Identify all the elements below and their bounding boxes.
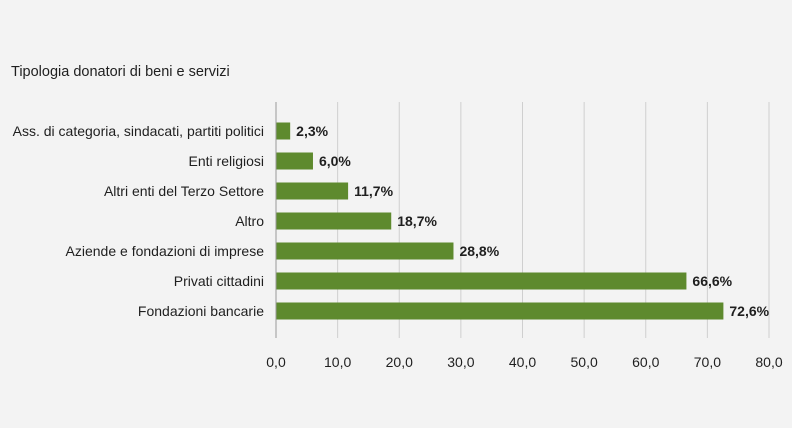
bar: [276, 272, 687, 290]
x-tick-label: 80,0: [755, 354, 782, 370]
data-label: 28,8%: [459, 243, 499, 259]
data-label: 18,7%: [397, 213, 437, 229]
data-label: 72,6%: [729, 303, 769, 319]
category-label: Altri enti del Terzo Settore: [104, 183, 264, 199]
category-label: Ass. di categoria, sindacati, partiti po…: [13, 123, 264, 139]
x-tick-label: 10,0: [324, 354, 351, 370]
bar: [276, 152, 313, 170]
x-tick-label: 50,0: [571, 354, 598, 370]
bar: [276, 182, 349, 200]
x-tick-label: 0,0: [266, 354, 286, 370]
category-label: Altro: [235, 213, 264, 229]
category-label: Enti religiosi: [189, 153, 264, 169]
x-tick-label: 20,0: [386, 354, 413, 370]
x-tick-label: 30,0: [447, 354, 474, 370]
data-label: 11,7%: [354, 183, 393, 199]
data-label: 2,3%: [296, 123, 328, 139]
category-label: Privati cittadini: [174, 273, 264, 289]
x-tick-label: 70,0: [694, 354, 721, 370]
chart-title: Tipologia donatori di beni e servizi: [11, 64, 230, 80]
category-label: Fondazioni bancarie: [138, 303, 264, 319]
bar: [276, 242, 454, 260]
bar: [276, 212, 392, 230]
x-tick-label: 60,0: [632, 354, 659, 370]
x-tick-label: 40,0: [509, 354, 536, 370]
bar: [276, 302, 724, 320]
data-label: 6,0%: [319, 153, 351, 169]
bar: [276, 122, 291, 140]
data-label: 66,6%: [692, 273, 732, 289]
category-label: Aziende e fondazioni di imprese: [66, 243, 265, 259]
